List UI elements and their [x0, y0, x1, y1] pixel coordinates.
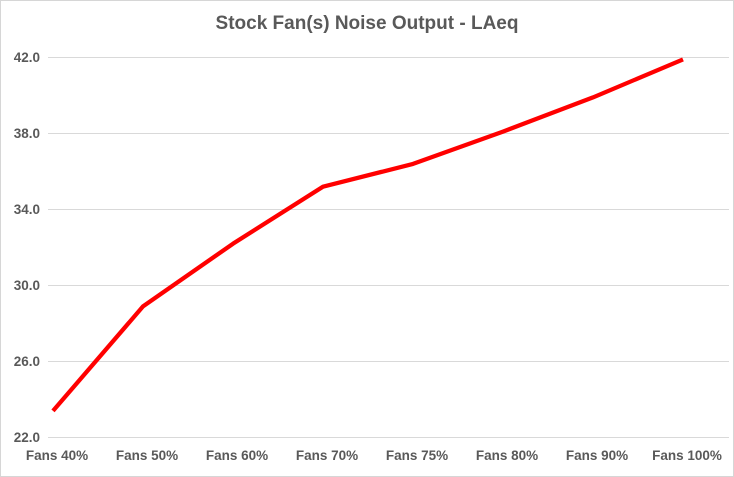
x-tick-label: Fans 40%	[26, 448, 88, 463]
y-tick-label: 38.0	[14, 126, 40, 141]
y-tick-label: 34.0	[14, 202, 40, 217]
x-tick-label: Fans 70%	[296, 448, 358, 463]
x-tick-label: Fans 100%	[652, 448, 722, 463]
y-tick-label: 26.0	[14, 354, 40, 369]
chart-title: Stock Fan(s) Noise Output - LAeq	[215, 13, 519, 34]
x-tick-label: Fans 90%	[566, 448, 628, 463]
x-tick-label: Fans 50%	[116, 448, 178, 463]
y-tick-label: 22.0	[14, 430, 40, 445]
x-tick-label: Fans 75%	[386, 448, 448, 463]
y-tick-label: 30.0	[14, 278, 40, 293]
series-line-laeq	[51, 57, 684, 413]
x-tick-label: Fans 60%	[206, 448, 268, 463]
y-tick-label: 42.0	[14, 50, 40, 65]
x-tick-label: Fans 80%	[476, 448, 538, 463]
